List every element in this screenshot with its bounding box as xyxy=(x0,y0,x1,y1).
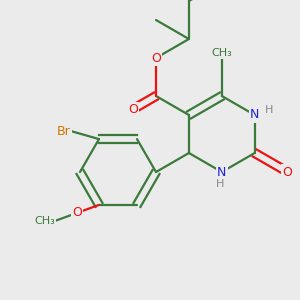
Text: O: O xyxy=(283,166,292,178)
Text: Br: Br xyxy=(57,124,71,138)
Text: CH₃: CH₃ xyxy=(212,48,232,58)
Text: CH₃: CH₃ xyxy=(34,216,55,226)
Text: O: O xyxy=(128,103,138,116)
Text: N: N xyxy=(217,166,226,178)
Text: N: N xyxy=(250,109,260,122)
Text: H: H xyxy=(265,105,273,115)
Text: O: O xyxy=(151,52,161,64)
Text: O: O xyxy=(72,206,82,219)
Text: H: H xyxy=(216,179,224,189)
